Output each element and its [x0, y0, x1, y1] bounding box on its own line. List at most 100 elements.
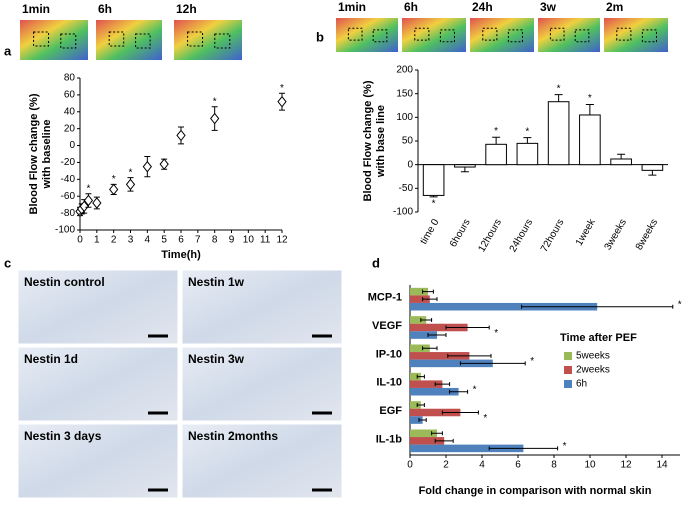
error-bar	[420, 317, 433, 322]
bar	[410, 302, 598, 311]
error-bar	[418, 418, 427, 423]
error-bar	[416, 374, 425, 379]
bar	[410, 387, 459, 396]
thumbnail	[96, 20, 162, 60]
roi	[482, 27, 498, 41]
significance: *	[557, 83, 561, 94]
micrograph-label: Nestin control	[24, 275, 105, 289]
x-tick-label: 12	[276, 235, 288, 246]
error-bar	[427, 333, 447, 338]
error-bar	[523, 137, 532, 144]
roi	[414, 27, 430, 41]
bar	[641, 164, 664, 171]
panel-label: b	[316, 29, 324, 44]
y-axis-label: with baseline	[41, 119, 53, 189]
micrograph-label: Nestin 3 days	[24, 429, 102, 443]
x-tick-label: 12	[620, 460, 632, 471]
x-tick-label: 10	[584, 460, 596, 471]
y-tick-label: IP-10	[376, 348, 402, 360]
error-bar	[422, 346, 438, 351]
y-tick-label: 20	[64, 123, 76, 134]
error-bar	[434, 382, 451, 387]
error-bar	[488, 446, 559, 451]
roi	[439, 29, 455, 43]
panel-label: a	[4, 43, 12, 58]
point	[142, 160, 152, 173]
x-tick-label: 1week	[574, 216, 598, 247]
x-tick-label: 3	[128, 235, 134, 246]
bar	[454, 164, 476, 168]
roi	[549, 27, 565, 41]
thumbnail	[174, 20, 242, 60]
bar	[410, 416, 423, 424]
significance: *	[494, 126, 498, 137]
x-tick-label: 3weeks	[603, 217, 629, 252]
bar	[410, 429, 437, 438]
x-tick-label: 2	[111, 235, 117, 246]
bar	[410, 352, 470, 360]
y-tick-label: -100	[393, 207, 413, 218]
bar	[547, 101, 570, 166]
point	[210, 112, 220, 125]
significance: *	[588, 93, 592, 104]
thumbnail-label: 1min	[22, 2, 50, 16]
x-tick-label: 7	[195, 235, 201, 246]
significance: *	[432, 198, 436, 209]
bar	[410, 287, 428, 296]
micrograph	[181, 346, 343, 422]
y-axis-label: Blood Flow change (%)	[28, 93, 40, 214]
y-tick-label: 200	[396, 65, 413, 76]
x-tick-label: 14	[656, 460, 668, 471]
micrograph-label: Nestin 1d	[24, 352, 78, 366]
micrograph-label: Nestin 1w	[188, 275, 245, 289]
thumbnail	[336, 18, 398, 52]
roi	[574, 29, 590, 43]
point	[92, 197, 102, 209]
error-bar	[434, 438, 454, 443]
roi	[347, 27, 363, 41]
y-axis-label: Blood Flow change (%)	[362, 80, 374, 201]
x-tick-label: 12hours	[476, 217, 504, 254]
x-tick-label: 5	[161, 235, 167, 246]
thumbnail-label: 3w	[540, 0, 557, 14]
y-tick-label: MCP-1	[368, 292, 402, 304]
thumbnail-label: 2m	[606, 0, 623, 14]
y-tick-label: 0	[69, 140, 75, 151]
micrograph	[181, 423, 343, 499]
legend-swatch	[564, 366, 572, 374]
x-tick-label: 10	[243, 235, 255, 246]
micrograph-label: Nestin 3w	[188, 352, 245, 366]
y-tick-label: 60	[64, 90, 76, 101]
x-tick-label: 6	[515, 460, 521, 471]
roi	[372, 29, 388, 43]
bar	[410, 372, 421, 381]
bar	[410, 444, 524, 453]
y-axis-label: with base line	[375, 105, 387, 178]
error-bar	[521, 304, 674, 309]
bar	[422, 164, 445, 196]
point	[159, 158, 169, 170]
error-bar	[648, 170, 657, 176]
thumbnail-label: 6h	[98, 2, 112, 16]
y-tick-label: -40	[61, 174, 76, 185]
thumbnail	[538, 18, 600, 52]
bar	[579, 114, 601, 166]
y-tick-label: -50	[399, 183, 414, 194]
thumbnail	[402, 18, 466, 52]
roi	[507, 29, 523, 43]
error-bar	[460, 167, 469, 173]
y-tick-label: IL-1b	[376, 433, 403, 445]
y-tick-label: -20	[61, 157, 76, 168]
error-bar	[431, 431, 443, 436]
x-tick-label: time 0	[418, 217, 441, 246]
error-bar	[445, 325, 490, 330]
error-bar	[459, 361, 526, 366]
x-tick-label: 72hours	[539, 217, 567, 254]
x-tick-label: 9	[229, 235, 235, 246]
significance: *	[483, 413, 487, 424]
y-tick-label: 0	[407, 159, 413, 170]
error-bar	[447, 353, 492, 358]
thumbnail	[604, 18, 668, 52]
roi	[641, 29, 657, 43]
